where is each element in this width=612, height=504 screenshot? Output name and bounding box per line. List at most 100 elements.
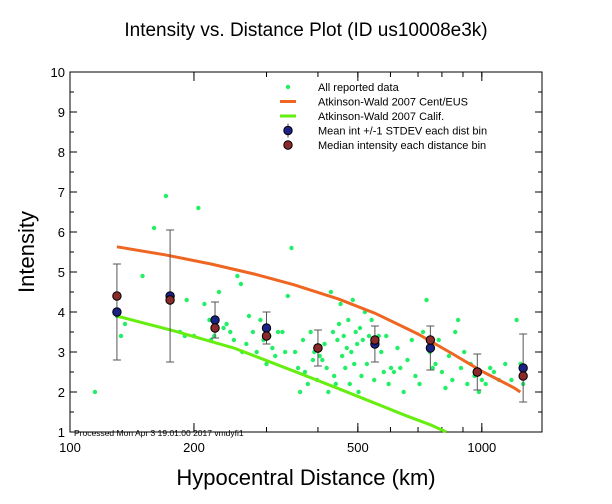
data-point <box>360 337 365 343</box>
mean-marker <box>261 323 272 333</box>
mean-marker <box>210 315 220 325</box>
data-point <box>258 317 263 323</box>
median-marker <box>370 335 380 345</box>
y-tick-label: 4 <box>58 305 65 320</box>
data-point <box>231 337 237 343</box>
data-point <box>424 297 429 303</box>
mean-marker <box>112 307 122 317</box>
data-point <box>221 325 226 331</box>
y-axis-label: Intensity <box>14 211 39 293</box>
data-point <box>391 369 397 375</box>
x-tick-label: 200 <box>183 440 205 455</box>
data-point <box>364 361 370 367</box>
legend-calif-label: Atkinson-Wald 2007 Calif. <box>318 111 444 123</box>
data-point <box>297 389 303 395</box>
data-point <box>246 313 252 319</box>
data-point <box>270 345 275 351</box>
data-point <box>320 357 325 363</box>
data-point <box>322 341 327 347</box>
data-point <box>295 365 301 371</box>
data-point <box>216 289 222 295</box>
data-point <box>436 337 441 343</box>
x-tick-label: 500 <box>347 440 369 455</box>
y-tick-label: 6 <box>58 225 65 240</box>
data-point <box>285 293 291 299</box>
data-point <box>331 373 337 379</box>
data-point <box>300 337 306 343</box>
data-point <box>413 373 418 379</box>
data-point <box>386 381 391 387</box>
data-point <box>202 301 207 307</box>
data-point <box>401 389 406 395</box>
data-point <box>254 349 259 355</box>
data-point <box>354 341 360 347</box>
data-point <box>369 317 374 323</box>
data-point <box>244 341 249 347</box>
data-point <box>353 329 358 335</box>
data-point <box>151 225 157 231</box>
data-point <box>118 333 124 339</box>
data-point <box>310 357 316 363</box>
y-tick-label: 3 <box>58 345 65 360</box>
data-point <box>483 381 488 387</box>
bin-markers <box>112 229 528 403</box>
data-point <box>420 329 426 335</box>
cent-eus-line <box>116 245 522 394</box>
data-point <box>366 333 372 339</box>
median-marker <box>425 335 436 345</box>
median-marker <box>518 371 528 381</box>
data-point <box>335 337 340 343</box>
data-point <box>349 349 354 355</box>
data-point <box>228 329 233 335</box>
data-point <box>453 329 458 335</box>
data-point <box>446 353 452 359</box>
data-point <box>465 381 470 387</box>
data-point <box>333 381 338 387</box>
data-point <box>305 381 311 387</box>
y-tick-label: 10 <box>51 65 65 80</box>
y-tick-label: 1 <box>58 425 65 440</box>
data-point <box>196 205 201 211</box>
data-point <box>409 337 414 343</box>
data-point <box>476 389 482 395</box>
data-point <box>356 389 361 395</box>
data-point <box>184 297 189 303</box>
data-point <box>235 273 240 279</box>
data-point <box>308 329 313 335</box>
median-marker <box>210 323 220 333</box>
data-point <box>275 329 281 335</box>
mean-marker <box>518 363 528 373</box>
median-marker <box>472 367 482 377</box>
data-point <box>238 281 244 287</box>
data-point <box>384 333 389 339</box>
data-point <box>381 369 386 375</box>
data-point <box>347 381 353 387</box>
median-marker <box>165 295 175 305</box>
data-point <box>338 301 343 307</box>
data-point <box>326 389 331 395</box>
data-point <box>514 317 519 323</box>
legend-mean-symbol <box>283 125 293 136</box>
data-point <box>328 289 334 295</box>
data-point <box>430 365 435 371</box>
data-point <box>458 365 464 371</box>
y-tick-label: 2 <box>58 385 65 400</box>
x-tick-label: 100 <box>59 440 81 455</box>
data-point <box>324 365 329 371</box>
data-point <box>398 365 403 371</box>
mean-marker <box>425 343 436 353</box>
y-tick-label: 5 <box>58 265 65 280</box>
data-point <box>317 353 322 359</box>
data-point <box>503 361 508 367</box>
data-point <box>302 369 308 375</box>
data-point <box>359 373 364 379</box>
data-point <box>443 385 448 391</box>
data-point <box>439 369 445 375</box>
data-point <box>488 365 493 371</box>
legend-cent-eus-label: Atkinson-Wald 2007 Cent/EUS <box>318 97 468 109</box>
data-point <box>450 377 455 383</box>
data-point <box>163 193 169 199</box>
median-marker <box>313 343 323 353</box>
data-point <box>92 389 98 395</box>
